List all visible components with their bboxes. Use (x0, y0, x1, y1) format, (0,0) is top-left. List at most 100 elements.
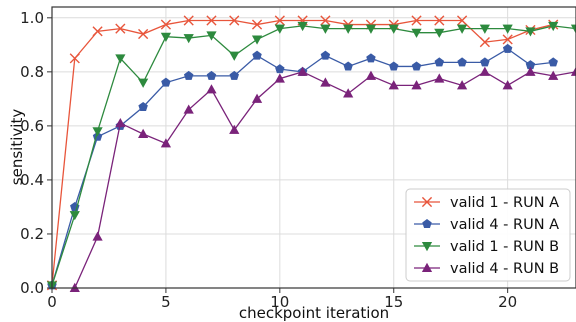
data-point (183, 70, 194, 80)
data-point (297, 21, 308, 32)
data-point (138, 102, 148, 111)
legend-marker (421, 262, 433, 272)
legend-item: valid 4 - RUN A (414, 217, 559, 233)
data-point (115, 117, 126, 128)
legend-item: valid 4 - RUN B (414, 261, 559, 277)
data-point (456, 80, 468, 90)
data-point (251, 35, 263, 45)
data-point (229, 51, 240, 61)
data-point (252, 50, 262, 60)
x-tick-label: 5 (161, 293, 171, 311)
legend-item: valid 1 - RUN B (414, 239, 559, 255)
data-point (320, 77, 331, 87)
data-point (479, 37, 490, 48)
data-point (548, 57, 558, 67)
data-point (206, 31, 217, 41)
data-point (275, 64, 285, 74)
x-axis-label: checkpoint iteration (239, 304, 389, 322)
data-point (138, 78, 149, 88)
y-tick-label: 0.2 (20, 225, 44, 243)
data-point (548, 70, 559, 80)
data-point (343, 61, 353, 71)
data-point (274, 15, 285, 26)
data-point (502, 34, 513, 45)
data-point (434, 57, 445, 67)
legend: valid 1 - RUN A valid 4 - RUN A valid 1 - … (405, 188, 571, 282)
data-point (115, 54, 126, 64)
data-point (92, 127, 103, 137)
series-4 (69, 66, 576, 292)
data-point (479, 66, 490, 76)
data-point (502, 24, 513, 34)
data-point (274, 24, 285, 34)
data-point (411, 28, 422, 38)
data-point (69, 53, 80, 64)
data-point (411, 80, 422, 90)
data-point (183, 15, 194, 26)
data-point (92, 231, 103, 241)
legend-label: valid 1 - RUN B (450, 239, 559, 255)
data-point (251, 19, 263, 30)
data-point (161, 77, 171, 87)
data-point (365, 70, 377, 80)
series-3 (46, 21, 576, 291)
data-point (320, 15, 331, 26)
legend-marker (421, 242, 433, 252)
data-point (160, 138, 172, 148)
legend-marker (422, 219, 432, 229)
x-tick-label: 10 (270, 293, 289, 311)
data-point (411, 61, 422, 71)
y-tick-label: 0.8 (20, 63, 44, 81)
data-point (456, 24, 468, 34)
data-point (479, 24, 490, 34)
y-tick-label: 1.0 (20, 9, 44, 27)
data-point (206, 84, 217, 94)
data-point (138, 28, 149, 40)
plot-frame (51, 6, 576, 289)
data-point (297, 66, 308, 76)
series-layer (46, 15, 576, 292)
data-point (138, 128, 149, 138)
data-point (548, 21, 559, 32)
x-tick-label: 20 (498, 293, 517, 311)
data-point (365, 24, 377, 34)
data-point (206, 70, 217, 80)
x-tick-label: 0 (47, 293, 57, 311)
data-point (160, 32, 172, 42)
y-axis-label: sensitivity (8, 109, 26, 186)
legend-item: valid 1 - RUN A (414, 195, 559, 211)
y-tick-label: 0.6 (20, 117, 44, 135)
data-point (343, 24, 354, 34)
data-point (92, 26, 103, 37)
data-point (343, 88, 354, 98)
data-point (320, 24, 331, 34)
data-point (388, 80, 399, 90)
data-point (570, 66, 576, 76)
data-point (480, 57, 490, 67)
data-point (320, 50, 331, 60)
legend-marker (421, 196, 433, 208)
data-point (229, 124, 240, 134)
data-point (183, 34, 194, 44)
legend-box (405, 188, 571, 282)
data-point (434, 73, 445, 83)
legend-label: valid 4 - RUN B (450, 261, 559, 277)
data-point (251, 93, 263, 103)
data-point (525, 66, 536, 76)
data-point (366, 53, 376, 63)
legend-label: valid 1 - RUN A (450, 195, 559, 211)
data-point (388, 24, 399, 34)
x-tick-label: 15 (384, 293, 403, 311)
data-point (456, 15, 468, 26)
data-point (434, 28, 445, 38)
data-point (434, 15, 445, 26)
data-point (160, 19, 172, 30)
data-point (274, 73, 285, 83)
data-point (115, 23, 126, 34)
series-2 (47, 43, 558, 290)
y-tick-label: 0.0 (20, 279, 44, 297)
data-point (206, 15, 217, 26)
data-point (229, 70, 239, 80)
data-point (389, 61, 399, 71)
